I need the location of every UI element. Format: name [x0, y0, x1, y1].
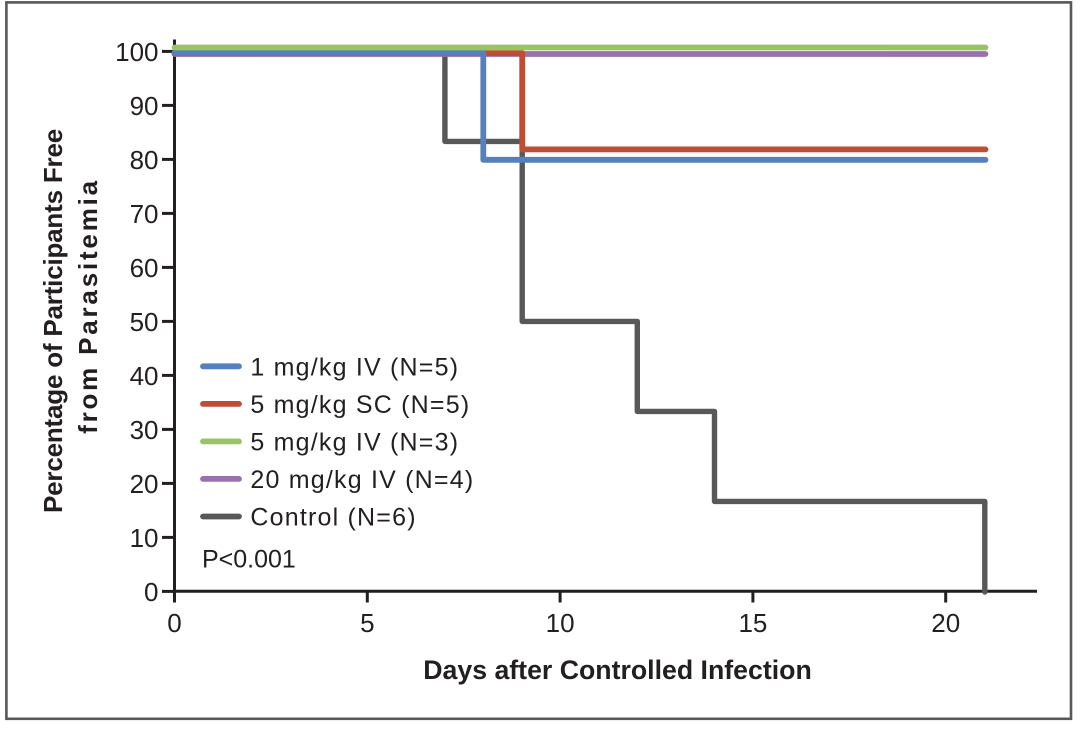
- svg-text:60: 60: [130, 253, 159, 283]
- svg-text:Days after Controlled Infectio: Days after Controlled Infection: [423, 655, 812, 685]
- svg-text:100: 100: [115, 37, 158, 67]
- svg-text:70: 70: [130, 199, 159, 229]
- svg-text:10: 10: [546, 608, 575, 638]
- svg-text:5 mg/kg IV (N=3): 5 mg/kg IV (N=3): [250, 429, 459, 457]
- svg-text:15: 15: [738, 608, 767, 638]
- svg-text:from Parasitemia: from Parasitemia: [73, 178, 103, 434]
- svg-text:80: 80: [130, 145, 159, 175]
- svg-text:20: 20: [931, 608, 960, 638]
- svg-text:20 mg/kg IV (N=4): 20 mg/kg IV (N=4): [250, 466, 474, 494]
- svg-text:30: 30: [130, 415, 159, 445]
- svg-text:Percentage of Participants Fre: Percentage of Participants Free: [38, 129, 68, 513]
- svg-text:5 mg/kg SC (N=5): 5 mg/kg SC (N=5): [250, 391, 470, 419]
- svg-text:5: 5: [360, 608, 374, 638]
- svg-text:50: 50: [130, 307, 159, 337]
- svg-text:0: 0: [144, 577, 158, 607]
- svg-text:40: 40: [130, 361, 159, 391]
- svg-text:Control (N=6): Control (N=6): [250, 504, 416, 532]
- svg-text:20: 20: [130, 469, 159, 499]
- svg-text:1 mg/kg IV (N=5): 1 mg/kg IV (N=5): [250, 353, 459, 381]
- svg-text:P<0.001: P<0.001: [202, 546, 296, 574]
- svg-text:90: 90: [130, 91, 159, 121]
- svg-text:10: 10: [130, 523, 159, 553]
- svg-text:0: 0: [167, 608, 181, 638]
